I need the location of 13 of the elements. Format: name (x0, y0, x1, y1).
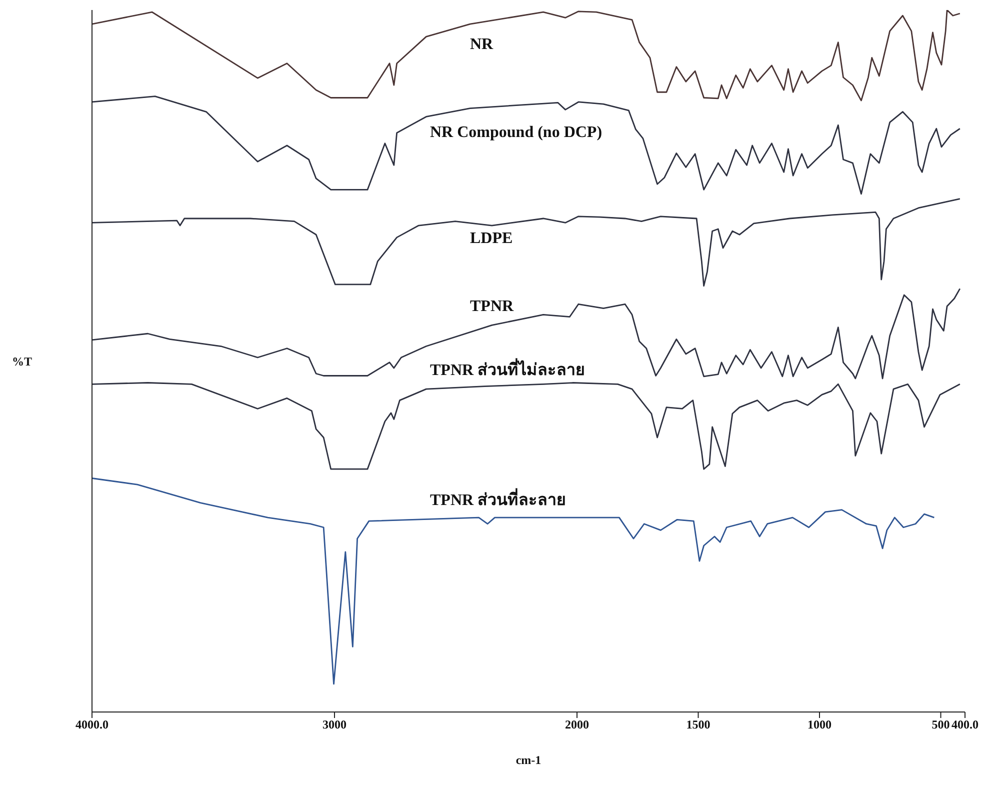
series-label: NR Compound (no DCP) (430, 124, 602, 142)
series-label: LDPE (470, 230, 513, 248)
x-tick-label: 2000 (565, 718, 589, 732)
x-tick-label: 1500 (686, 718, 710, 732)
y-axis-title: %T (12, 354, 32, 368)
x-axis-title: cm-1 (516, 753, 542, 767)
series-label: TPNR (470, 298, 514, 316)
x-tick-label: 4000.0 (76, 718, 108, 732)
x-tick-label: 400.0 (952, 718, 978, 732)
x-tick-label: 1000 (808, 718, 832, 732)
x-tick-label: 500 (932, 718, 950, 732)
x-tick-label: 3000 (322, 718, 346, 732)
series-label: NR (470, 36, 494, 54)
